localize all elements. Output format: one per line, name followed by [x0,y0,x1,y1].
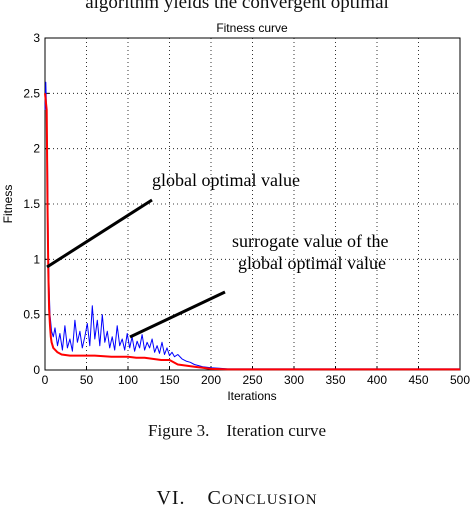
chart-title: Fitness curve [216,21,288,35]
section-title-rest: ONCLUSION [221,492,318,508]
series-line-red [44,93,460,371]
y-tick-label: 0.5 [23,308,40,322]
figure-caption: Figure 3. Iteration curve [148,421,326,440]
annotation-surrogate-line2: global optimal value [238,253,386,273]
y-axis-label: Fitness [1,185,15,224]
annotation-arrow-global [46,198,153,269]
x-tick-label: 250 [242,373,262,387]
x-axis-ticks: 0 50 100 150 200 250 300 350 400 450 500 [42,366,470,387]
x-tick-label: 150 [159,373,179,387]
x-tick-label: 200 [201,373,221,387]
section-title-initial: C [207,487,222,509]
fitness-chart: 0 50 100 150 200 250 300 350 400 450 500 0 0.5 1 1.5 2… [1,21,470,403]
x-tick-label: 50 [80,373,94,387]
x-tick-label: 0 [42,373,49,387]
x-tick-label: 350 [325,373,345,387]
y-tick-label: 1 [33,252,40,266]
grid-lines [45,38,460,370]
section-number: VI. [156,487,186,509]
y-tick-label: 2.5 [23,86,40,100]
x-tick-label: 450 [408,373,428,387]
x-tick-label: 400 [367,373,387,387]
x-axis-label: Iterations [227,389,276,403]
section-heading: VI. CONCLUSION [0,487,474,510]
y-tick-label: 2 [33,142,40,156]
body-text-line: algorithm yields the convergent optimal [85,0,389,13]
x-tick-label: 100 [118,373,138,387]
y-tick-label: 3 [33,31,40,45]
annotation-global-optimal: global optimal value [152,170,300,190]
x-tick-label: 500 [450,373,470,387]
y-tick-label: 1.5 [23,197,40,211]
annotation-arrow-surrogate [129,290,226,339]
x-tick-label: 300 [284,373,304,387]
annotation-surrogate-line1: surrogate value of the [232,231,388,251]
annotations: global optimal value surrogate value of … [46,170,388,339]
series-layer [44,81,460,371]
y-tick-label: 0 [33,363,40,377]
series-line-blue [44,81,460,370]
y-axis-ticks: 0 0.5 1 1.5 2 2.5 3 [23,31,49,377]
